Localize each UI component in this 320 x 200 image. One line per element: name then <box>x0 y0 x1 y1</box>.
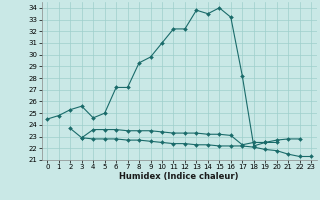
X-axis label: Humidex (Indice chaleur): Humidex (Indice chaleur) <box>119 172 239 181</box>
